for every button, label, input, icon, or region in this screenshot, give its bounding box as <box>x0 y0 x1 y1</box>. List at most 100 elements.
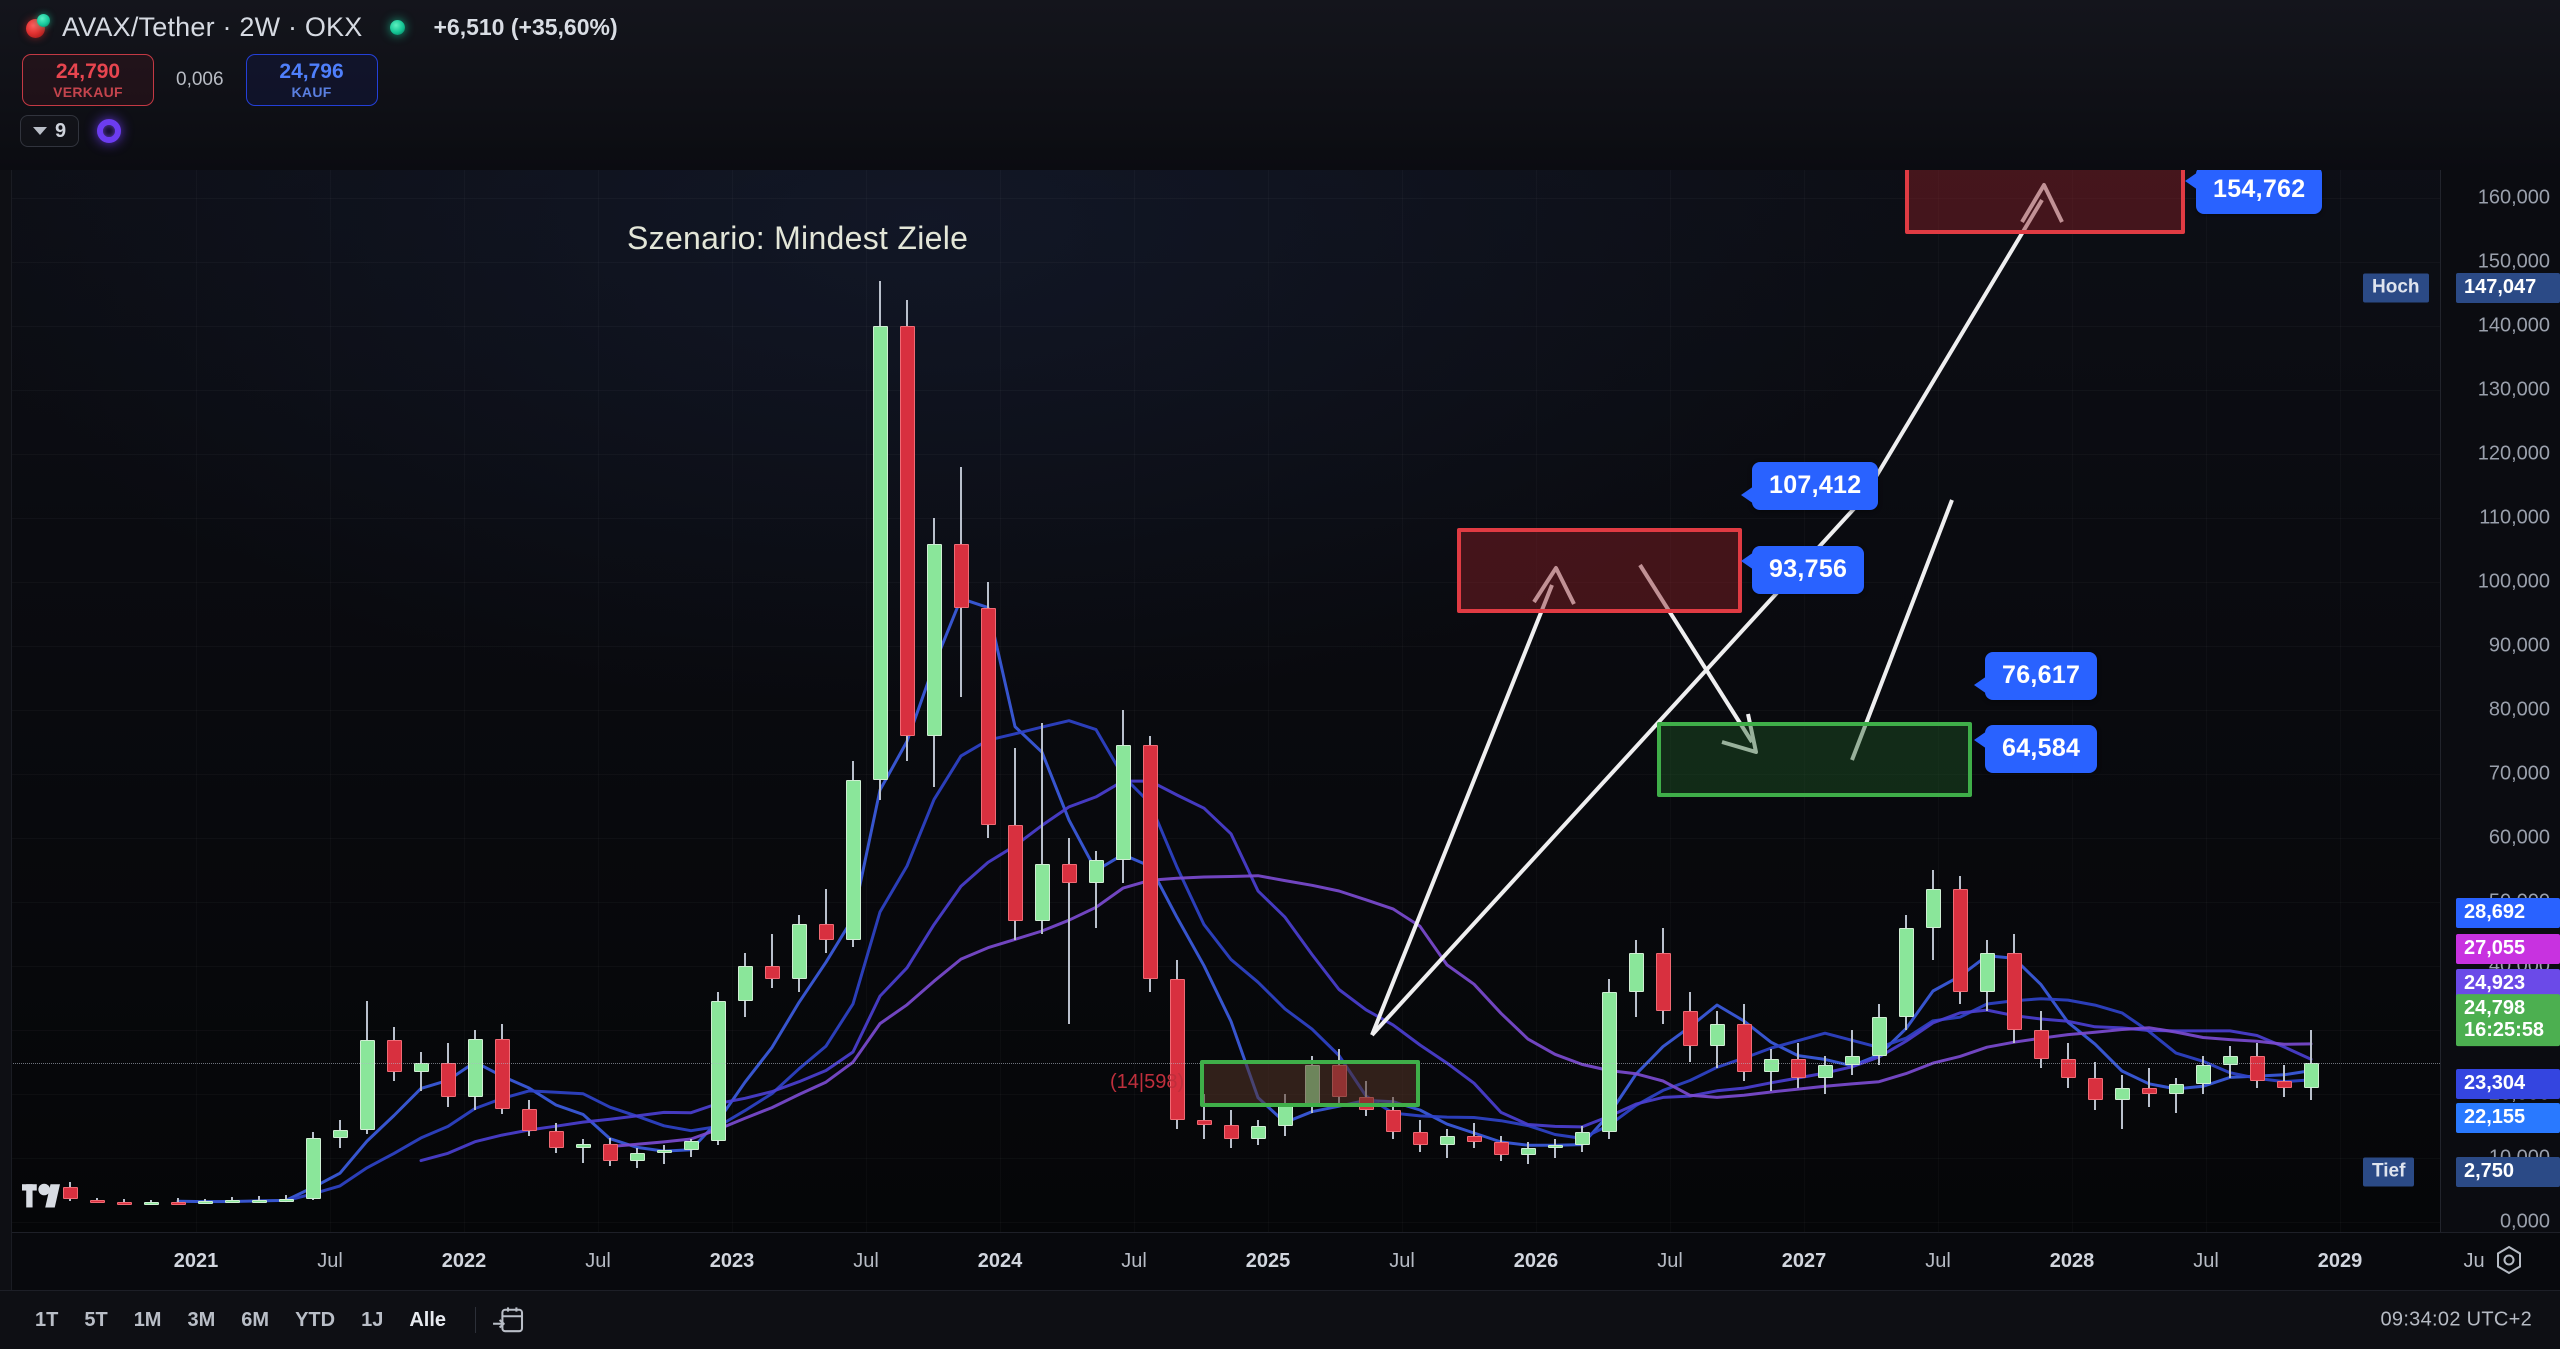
axis-value-badge: 24,798 16:25:58 <box>2456 994 2560 1046</box>
quote-row: 24,790 VERKAUF 0,006 24,796 KAUF <box>22 52 378 108</box>
price-tag-93756[interactable]: 93,756 <box>1740 546 1865 594</box>
range-button-3m[interactable]: 3M <box>187 1308 216 1331</box>
candle <box>1520 1142 1536 1165</box>
candle <box>89 1197 105 1204</box>
candle <box>1250 1119 1266 1146</box>
candle <box>2168 1078 2184 1114</box>
price-tag-154762[interactable]: 154,762 <box>2184 166 2323 214</box>
market-status-icon <box>390 19 406 35</box>
time-tick: 2027 <box>1781 1250 1827 1272</box>
price-tag-64584[interactable]: 64,584 <box>1973 725 2098 773</box>
time-tick: Jul <box>1389 1250 1415 1272</box>
candle <box>170 1198 186 1205</box>
symbol-row: AVAX/Tether · 2W · OKX +6,510 (+35,60%) <box>26 12 618 42</box>
axis-value-badge: 28,692 <box>2456 898 2560 928</box>
price-tick: 80,000 <box>2488 698 2550 721</box>
range-button-1j[interactable]: 1J <box>361 1308 384 1331</box>
buy-price: 24,796 <box>279 59 344 83</box>
red-note-label: (14|598) <box>1110 1071 1185 1093</box>
candle <box>1817 1055 1833 1094</box>
buy-button[interactable]: 24,796 KAUF <box>245 54 378 106</box>
price-axis[interactable]: USDT 180,000170,000160,000150,000140,000… <box>2363 0 2560 1233</box>
range-button-1m[interactable]: 1M <box>133 1308 162 1331</box>
price-tag-107412[interactable]: 107,412 <box>1740 462 1879 510</box>
scenario-title: Szenario: Mindest Ziele <box>627 220 969 256</box>
time-tick: Jul <box>585 1250 611 1272</box>
price-tag-76617[interactable]: 76,617 <box>1973 652 2098 700</box>
target-zone-middle-red[interactable] <box>1457 528 1742 613</box>
candle <box>926 518 942 787</box>
sell-price: 24,790 <box>55 59 121 83</box>
badge-countdown: 16:25:58 <box>2464 1019 2545 1042</box>
candle <box>1439 1129 1455 1158</box>
sell-button[interactable]: 24,790 VERKAUF <box>22 54 154 106</box>
candle <box>494 1023 510 1115</box>
high-value: 147,047 <box>2464 276 2537 298</box>
candle <box>1682 991 1698 1062</box>
range-button-alle[interactable]: Alle <box>409 1308 447 1331</box>
price-tick: 160,000 <box>2477 186 2550 209</box>
price-tick: 120,000 <box>2477 442 2550 465</box>
candle <box>278 1195 294 1202</box>
range-button-ytd[interactable]: YTD <box>295 1308 336 1331</box>
price-tick: 60,000 <box>2488 826 2550 849</box>
candle <box>818 889 834 954</box>
candle <box>1493 1135 1509 1162</box>
tradingview-logo-icon[interactable] <box>22 1180 60 1218</box>
candle <box>548 1122 564 1153</box>
indicators-collapse-button[interactable]: 9 <box>20 115 80 147</box>
candle <box>1655 927 1671 1024</box>
left-rail <box>0 0 12 1290</box>
range-button-6m[interactable]: 6M <box>241 1308 270 1331</box>
candle <box>2141 1068 2157 1107</box>
range-button-1t[interactable]: 1T <box>35 1308 59 1331</box>
candle <box>1925 870 1941 960</box>
axis-value-badge: 22,155 <box>2456 1103 2560 1133</box>
range-buttons[interactable]: 1T 5T 1M 3M 6M YTD 1J Alle <box>22 1303 459 1338</box>
time-tick: Jul <box>1925 1250 1951 1272</box>
candle <box>1709 1010 1725 1069</box>
symbol-title[interactable]: AVAX/Tether · 2W · OKX <box>62 11 363 42</box>
price-tick: 100,000 <box>2477 570 2550 593</box>
time-tick: 2029 <box>2317 1250 2363 1272</box>
target-zone-green-support[interactable] <box>1657 722 1972 797</box>
chevron-down-icon <box>33 127 47 135</box>
bottom-toolbar[interactable]: 1T 5T 1M 3M 6M YTD 1J Alle 09:34:02 UTC+2 <box>0 1290 2560 1349</box>
time-axis[interactable]: 2021 Jul 2022 Jul 2023 Jul 2024 Jul 2025 Jul 2026 J… <box>0 1232 2560 1290</box>
time-tick: 2022 <box>441 1250 487 1272</box>
axis-settings-icon[interactable] <box>2494 1245 2524 1275</box>
candle <box>2006 934 2022 1043</box>
candle <box>251 1196 267 1203</box>
low-value: 2,750 <box>2464 1160 2515 1182</box>
candle <box>224 1197 240 1204</box>
toolbar-separator <box>475 1307 477 1333</box>
drawings-layer[interactable]: 171,702 154,762 107,412 93,756 76,617 64… <box>0 0 2440 1232</box>
accumulation-zone[interactable] <box>1200 1060 1420 1107</box>
badge-value: 28,692 <box>2464 901 2526 923</box>
candle <box>1223 1110 1239 1149</box>
candle <box>899 300 915 762</box>
indicator-status-icon[interactable] <box>97 119 122 143</box>
candle <box>332 1119 348 1148</box>
avax-logo-icon <box>26 14 52 40</box>
time-tick: 2023 <box>709 1250 755 1272</box>
price-tick: 90,000 <box>2488 634 2550 657</box>
range-button-5t[interactable]: 5T <box>84 1308 108 1331</box>
candle <box>1466 1122 1482 1149</box>
time-tick: Jul <box>1657 1250 1683 1272</box>
candle <box>1547 1138 1563 1158</box>
buy-label: KAUF <box>291 83 332 100</box>
calendar-go-icon[interactable] <box>492 1306 524 1334</box>
candle <box>1628 940 1644 1018</box>
candle <box>1844 1030 1860 1075</box>
candle <box>1898 914 1914 1030</box>
indicator-count: 9 <box>55 119 67 142</box>
candle <box>2033 1010 2049 1069</box>
time-tick: 2024 <box>977 1250 1023 1272</box>
price-tick: 130,000 <box>2477 378 2550 401</box>
time-tick: 2026 <box>1513 1250 1559 1272</box>
candle <box>1952 876 1968 1005</box>
candle <box>1736 1004 1752 1082</box>
candle <box>2114 1074 2130 1130</box>
